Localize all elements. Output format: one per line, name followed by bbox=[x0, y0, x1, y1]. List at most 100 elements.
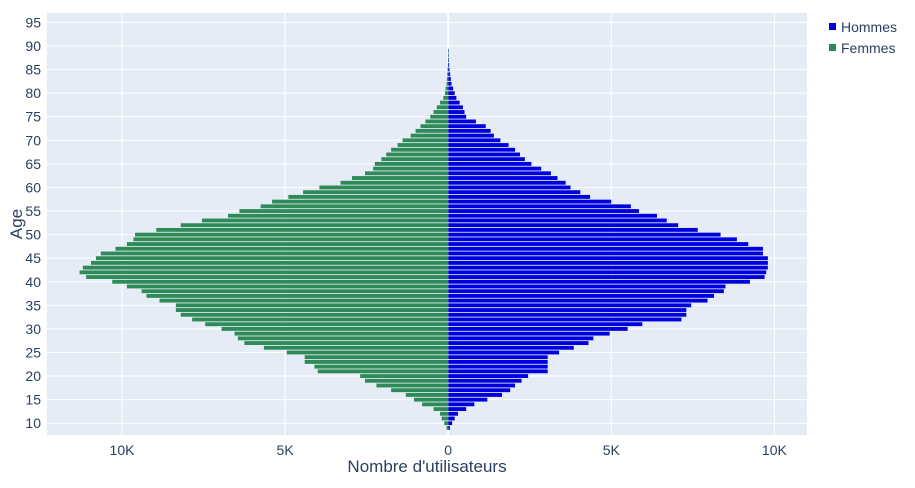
bar-hommes[interactable] bbox=[448, 86, 454, 91]
bar-hommes[interactable] bbox=[448, 416, 455, 421]
bar-femmes[interactable] bbox=[112, 279, 449, 284]
bar-femmes[interactable] bbox=[436, 105, 449, 110]
bar-femmes[interactable] bbox=[433, 407, 449, 412]
bar-femmes[interactable] bbox=[376, 383, 449, 388]
bar-femmes[interactable] bbox=[239, 209, 449, 213]
bar-femmes[interactable] bbox=[175, 308, 449, 312]
bar-hommes[interactable] bbox=[448, 275, 765, 279]
bar-femmes[interactable] bbox=[95, 256, 449, 261]
bar-femmes[interactable] bbox=[244, 341, 449, 345]
bar-hommes[interactable] bbox=[448, 166, 542, 171]
bar-hommes[interactable] bbox=[448, 411, 458, 416]
bar-femmes[interactable] bbox=[443, 95, 449, 100]
bar-femmes[interactable] bbox=[221, 326, 449, 331]
bar-femmes[interactable] bbox=[420, 124, 449, 129]
bar-hommes[interactable] bbox=[448, 218, 667, 223]
bar-hommes[interactable] bbox=[448, 213, 657, 218]
bar-hommes[interactable] bbox=[448, 72, 451, 77]
bar-hommes[interactable] bbox=[448, 322, 643, 327]
bar-femmes[interactable] bbox=[79, 270, 449, 275]
legend[interactable]: Hommes Femmes bbox=[829, 19, 897, 56]
bar-femmes[interactable] bbox=[100, 251, 449, 256]
bar-femmes[interactable] bbox=[430, 114, 449, 119]
bar-hommes[interactable] bbox=[448, 312, 687, 317]
bar-femmes[interactable] bbox=[402, 138, 449, 143]
bar-femmes[interactable] bbox=[234, 331, 449, 336]
bar-hommes[interactable] bbox=[448, 180, 566, 185]
bar-hommes[interactable] bbox=[448, 402, 475, 407]
bar-hommes[interactable] bbox=[448, 364, 548, 369]
bar-hommes[interactable] bbox=[448, 171, 551, 176]
bar-femmes[interactable] bbox=[410, 133, 449, 138]
bar-hommes[interactable] bbox=[448, 119, 476, 124]
bar-hommes[interactable] bbox=[448, 350, 560, 355]
bar-hommes[interactable] bbox=[448, 232, 721, 237]
bar-hommes[interactable] bbox=[448, 95, 457, 100]
bar-femmes[interactable] bbox=[381, 157, 449, 162]
bar-femmes[interactable] bbox=[175, 303, 449, 308]
bar-hommes[interactable] bbox=[448, 284, 726, 289]
bar-femmes[interactable] bbox=[201, 218, 449, 223]
bar-hommes[interactable] bbox=[448, 265, 768, 270]
bar-hommes[interactable] bbox=[448, 124, 486, 129]
bar-femmes[interactable] bbox=[365, 171, 449, 176]
bar-femmes[interactable] bbox=[444, 421, 449, 426]
bar-hommes[interactable] bbox=[448, 147, 516, 152]
bar-hommes[interactable] bbox=[448, 425, 450, 430]
bar-hommes[interactable] bbox=[448, 270, 767, 275]
bar-hommes[interactable] bbox=[448, 133, 494, 138]
bar-hommes[interactable] bbox=[448, 289, 724, 294]
bar-hommes[interactable] bbox=[448, 336, 594, 341]
bar-femmes[interactable] bbox=[180, 223, 449, 228]
bar-hommes[interactable] bbox=[448, 397, 488, 402]
bar-femmes[interactable] bbox=[317, 369, 449, 374]
bar-hommes[interactable] bbox=[448, 392, 503, 397]
bar-hommes[interactable] bbox=[448, 110, 465, 114]
bar-femmes[interactable] bbox=[192, 317, 449, 322]
bar-hommes[interactable] bbox=[448, 105, 463, 110]
bar-hommes[interactable] bbox=[448, 209, 640, 213]
bar-femmes[interactable] bbox=[126, 242, 449, 246]
bar-hommes[interactable] bbox=[448, 331, 610, 336]
bar-femmes[interactable] bbox=[228, 213, 449, 218]
bar-femmes[interactable] bbox=[447, 62, 449, 67]
bar-femmes[interactable] bbox=[446, 425, 449, 430]
bar-hommes[interactable] bbox=[448, 388, 511, 393]
bar-femmes[interactable] bbox=[446, 77, 449, 81]
bar-femmes[interactable] bbox=[365, 378, 449, 383]
bar-femmes[interactable] bbox=[374, 161, 449, 166]
bar-hommes[interactable] bbox=[448, 260, 768, 265]
bar-femmes[interactable] bbox=[391, 388, 449, 393]
bar-femmes[interactable] bbox=[448, 48, 449, 53]
bar-femmes[interactable] bbox=[86, 275, 449, 279]
bar-hommes[interactable] bbox=[448, 279, 750, 284]
bar-femmes[interactable] bbox=[440, 411, 449, 416]
bar-femmes[interactable] bbox=[441, 416, 449, 421]
bar-femmes[interactable] bbox=[263, 345, 449, 350]
bar-hommes[interactable] bbox=[448, 378, 522, 383]
bar-femmes[interactable] bbox=[447, 72, 449, 77]
bar-hommes[interactable] bbox=[448, 237, 737, 242]
bar-hommes[interactable] bbox=[448, 185, 571, 190]
bar-femmes[interactable] bbox=[146, 293, 449, 298]
bar-hommes[interactable] bbox=[448, 143, 509, 147]
bar-hommes[interactable] bbox=[448, 308, 687, 312]
bar-hommes[interactable] bbox=[448, 317, 682, 322]
bar-femmes[interactable] bbox=[304, 359, 449, 364]
bar-femmes[interactable] bbox=[413, 397, 449, 402]
bar-hommes[interactable] bbox=[448, 246, 763, 251]
bar-femmes[interactable] bbox=[373, 166, 449, 171]
bar-hommes[interactable] bbox=[448, 152, 520, 157]
bar-femmes[interactable] bbox=[425, 119, 449, 124]
bar-hommes[interactable] bbox=[448, 62, 450, 67]
bar-hommes[interactable] bbox=[448, 251, 763, 256]
bar-hommes[interactable] bbox=[448, 374, 529, 378]
bar-hommes[interactable] bbox=[448, 359, 548, 364]
legend-item-hommes[interactable]: Hommes bbox=[829, 19, 897, 35]
bar-hommes[interactable] bbox=[448, 326, 628, 331]
bar-hommes[interactable] bbox=[448, 345, 574, 350]
bar-femmes[interactable] bbox=[447, 67, 449, 72]
bar-femmes[interactable] bbox=[446, 81, 449, 86]
bar-femmes[interactable] bbox=[135, 232, 449, 237]
bar-femmes[interactable] bbox=[288, 194, 449, 199]
